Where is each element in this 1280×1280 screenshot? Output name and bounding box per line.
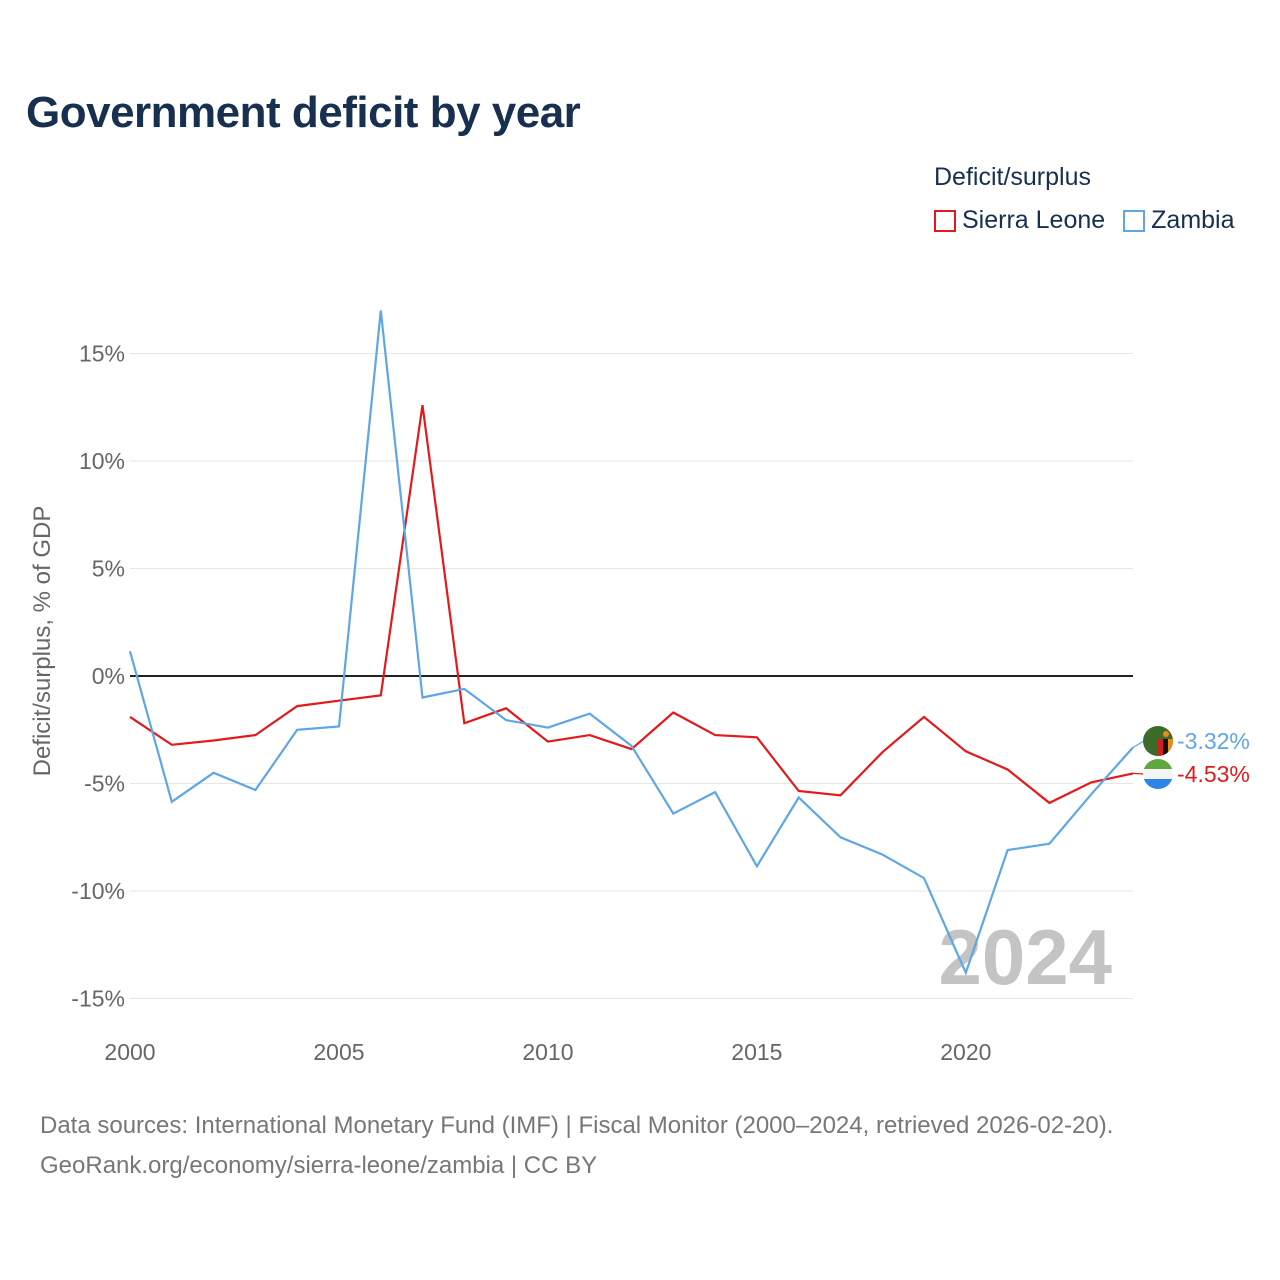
legend-swatch-zambia: [1123, 209, 1146, 232]
y-tick-label: 5%: [92, 556, 125, 582]
x-tick-label: 2020: [940, 1039, 991, 1065]
chart-title: Government deficit by year: [26, 88, 581, 137]
zambia-flag-icon: [1143, 726, 1173, 756]
x-tick-label: 2010: [522, 1039, 573, 1065]
legend-label-zambia: Zambia: [1151, 206, 1235, 234]
sources-line-1: Data sources: International Monetary Fun…: [40, 1112, 1114, 1139]
sierra-leone-flag-icon: [1143, 759, 1173, 789]
y-tick-label: -5%: [84, 771, 125, 797]
legend-item-sierra-leone[interactable]: Sierra Leone: [934, 206, 1105, 235]
end-value-label-sierra-leone: -4.53%: [1177, 761, 1250, 787]
end-connector-zambia: [1132, 740, 1145, 748]
end-value-label-zambia: -3.32%: [1177, 728, 1250, 754]
x-tick-label: 2000: [104, 1039, 155, 1065]
x-tick-label: 2015: [731, 1039, 782, 1065]
sources-line-2: GeoRank.org/economy/sierra-leone/zambia …: [40, 1152, 598, 1179]
series-line-sierra-leone: [129, 404, 1134, 805]
watermark-year: 2024: [938, 913, 1112, 1001]
legend-item-zambia[interactable]: Zambia: [1123, 206, 1235, 235]
x-tick-label: 2005: [313, 1039, 364, 1065]
legend-title: Deficit/surplus: [934, 163, 1091, 191]
y-tick-label: 0%: [92, 663, 125, 689]
legend-swatch-sierra-leone: [934, 209, 956, 232]
y-tick-label: -15%: [71, 986, 125, 1012]
data-sources: Data sources: International Monetary Fun…: [40, 1106, 1113, 1186]
y-tick-label: 15%: [79, 341, 125, 367]
end-connector-sierra-leone: [1132, 772, 1145, 775]
legend: Deficit/surplus Sierra Leone Zambia: [934, 163, 1235, 235]
y-axis-label: Deficit/surplus, % of GDP: [29, 506, 56, 777]
y-tick-label: -10%: [71, 878, 125, 904]
legend-label-sierra-leone: Sierra Leone: [962, 206, 1106, 234]
series-line-zambia: [128, 310, 1134, 976]
y-tick-label: 10%: [79, 448, 125, 474]
line-chart: 15% 10% 5% 0% -5% -10% -15% 2000 2005 2010 2015 202…: [29, 310, 1250, 1065]
